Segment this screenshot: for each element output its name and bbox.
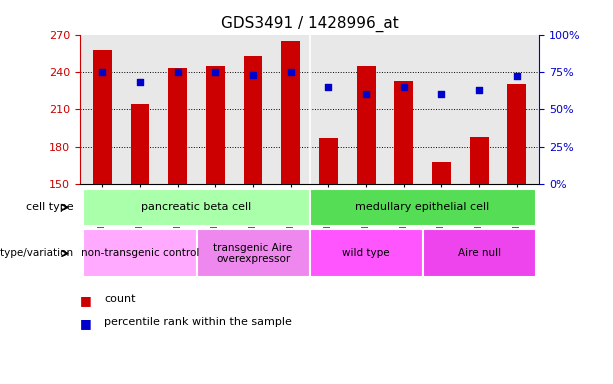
Point — [512, 73, 522, 79]
Text: wild type: wild type — [342, 248, 390, 258]
Point — [248, 72, 258, 78]
Bar — [206, 66, 225, 184]
Point — [173, 69, 183, 75]
Text: ■: ■ — [80, 317, 96, 330]
Bar — [131, 104, 150, 184]
Bar — [470, 137, 489, 184]
Bar — [281, 41, 300, 184]
Text: cell type: cell type — [26, 202, 74, 212]
Text: transgenic Aire
overexpressor: transgenic Aire overexpressor — [213, 243, 292, 264]
Text: genotype/variation: genotype/variation — [0, 248, 74, 258]
Point — [286, 69, 295, 75]
Text: count: count — [104, 294, 135, 304]
Text: medullary epithelial cell: medullary epithelial cell — [356, 202, 490, 212]
Text: percentile rank within the sample: percentile rank within the sample — [104, 317, 292, 327]
Point — [474, 87, 484, 93]
Bar — [310, 230, 422, 277]
Bar — [197, 230, 310, 277]
Text: pancreatic beta cell: pancreatic beta cell — [142, 202, 252, 212]
Point — [97, 69, 107, 75]
Point — [324, 84, 333, 90]
Point — [135, 79, 145, 86]
Point — [361, 91, 371, 98]
Bar — [168, 68, 187, 184]
Point — [436, 91, 446, 98]
Bar — [319, 138, 338, 184]
Bar — [243, 56, 262, 184]
Bar — [422, 230, 536, 277]
Bar — [357, 66, 376, 184]
Bar — [93, 50, 112, 184]
Bar — [508, 84, 526, 184]
Text: ■: ■ — [80, 294, 96, 307]
Bar — [83, 189, 310, 226]
Text: non-transgenic control: non-transgenic control — [81, 248, 199, 258]
Bar — [394, 81, 413, 184]
Point — [210, 69, 220, 75]
Bar — [310, 189, 536, 226]
Bar — [83, 230, 197, 277]
Bar — [432, 162, 451, 184]
Text: Aire null: Aire null — [457, 248, 501, 258]
Point — [399, 84, 409, 90]
Title: GDS3491 / 1428996_at: GDS3491 / 1428996_at — [221, 16, 398, 32]
